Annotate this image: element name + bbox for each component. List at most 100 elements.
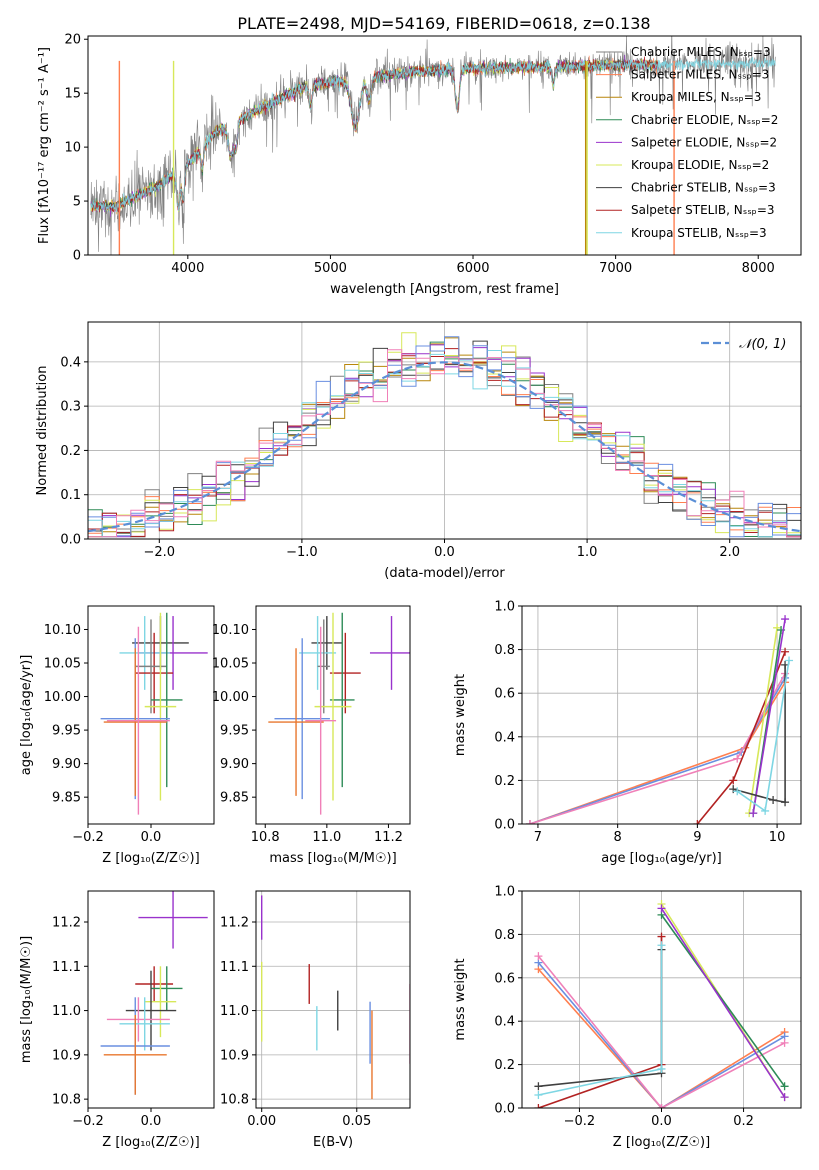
weight-marker-extra_pink xyxy=(534,952,543,961)
spectrum-series-kroupa_stelib xyxy=(90,56,776,213)
weight-marker-salpeter_stelib xyxy=(693,820,702,824)
panel-mass_vs_Z: −0.2 0.0 10.8 10.9 11.0 11.1 11.2 Z [log₁₀(Z/Z☉… xyxy=(19,890,215,1150)
weight-marker-extra_pink xyxy=(733,754,742,763)
weight-marker-extra_pink xyxy=(525,820,534,824)
legend-label-kroupa_miles: Kroupa MILES, Nₛₛₚ=3 xyxy=(631,90,761,104)
x-tick-label: 11.2 xyxy=(374,830,403,845)
y-tick-label: 0.0 xyxy=(60,533,81,548)
x-axis-label: Z [log₁₀(Z/Z☉)] xyxy=(102,1135,199,1150)
x-axis-label: wavelength [Angstrom, rest frame] xyxy=(330,282,559,297)
weight-line-salpeter_miles xyxy=(529,681,786,824)
y-tick-label: 10.8 xyxy=(220,1093,249,1108)
legend-label-gaussian: 𝒩(0, 1) xyxy=(739,337,786,352)
x-tick-label: −1.0 xyxy=(286,545,318,560)
y-axis-label: mass weight xyxy=(453,674,468,756)
y-tick-label: 10 xyxy=(64,141,81,156)
panel-age_vs_mass: 10.8 11.0 11.2 9.85 9.90 9.95 10.00 10.05 10.10 m… xyxy=(212,605,411,866)
legend-label-salpeter_elodie: Salpeter ELODIE, Nₛₛₚ=2 xyxy=(631,135,777,149)
y-axis-label: Flux [fλ10⁻¹⁷ erg cm⁻² s⁻¹ A⁻¹] xyxy=(37,47,52,244)
plot-area-spectrum xyxy=(90,36,776,255)
x-tick-label: 8000 xyxy=(742,261,775,276)
figure-title: PLATE=2498, MJD=54169, FIBERID=0618, z=0… xyxy=(237,14,650,33)
weight-line-extra_blue xyxy=(529,677,786,824)
weight-line-salpeter_elodie xyxy=(752,618,786,814)
y-tick-label: 11.2 xyxy=(220,916,249,931)
x-tick-label: 10 xyxy=(769,830,786,845)
y-tick-label: 0.1 xyxy=(60,488,81,503)
legend-label-chabrier_miles: Chabrier MILES, Nₛₛₚ=3 xyxy=(631,45,771,59)
y-tick-label: 0.4 xyxy=(494,1015,515,1030)
weight-marker-extra_pink xyxy=(657,1104,666,1108)
y-axis-label: Normed distribution xyxy=(35,366,50,496)
y-tick-label: 11.1 xyxy=(220,960,249,975)
axes-frame xyxy=(87,35,802,256)
y-tick-label: 0.4 xyxy=(60,355,81,370)
y-tick-label: 0.2 xyxy=(494,774,515,789)
histogram-salpeter_stelib xyxy=(88,348,801,538)
plot-area-weight_vs_age xyxy=(525,615,794,824)
y-tick-label: 1.0 xyxy=(494,600,515,615)
legend-label-kroupa_stelib: Kroupa STELIB, Nₛₛₚ=3 xyxy=(631,226,767,240)
x-tick-label: 0.0 xyxy=(141,1114,162,1129)
histogram-extra_blue xyxy=(88,336,801,538)
x-tick-label: 0.0 xyxy=(141,830,162,845)
weight-marker-extra_pink xyxy=(780,1038,789,1047)
y-tick-label: 9.90 xyxy=(52,757,81,772)
y-axis-label: mass [log₁₀(M/M☉)] xyxy=(19,936,34,1063)
x-tick-label: 9 xyxy=(693,830,701,845)
panel-residuals: −2.0 −1.0 0.0 1.0 2.0 0.0 0.1 0.2 0.3 0.4 (data-mo… xyxy=(35,321,802,581)
weight-marker-chabrier_stelib xyxy=(781,798,790,807)
plot-area-weight_vs_Z xyxy=(534,900,789,1108)
legend-label-salpeter_stelib: Salpeter STELIB, Nₛₛₚ=3 xyxy=(631,203,775,217)
y-tick-label: 10.00 xyxy=(212,690,249,705)
y-tick-label: 0.4 xyxy=(494,730,515,745)
y-tick-label: 10.05 xyxy=(44,657,81,672)
x-tick-label: 1.0 xyxy=(577,545,598,560)
weight-marker-kroupa_stelib xyxy=(534,1090,543,1099)
panel-age_vs_Z: −0.2 0.0 9.85 9.90 9.95 10.00 10.05 10.10 Z [log… xyxy=(19,605,215,866)
panel-mass_vs_ebv: 0.00 0.05 10.8 10.9 11.0 11.1 11.2 E(B-V) xyxy=(220,890,411,1150)
panel-weight_vs_age: 7 8 9 10 0.0 0.2 0.4 0.6 0.8 1.0 age [log₁₀(age/yr… xyxy=(453,600,802,866)
x-tick-label: 0.05 xyxy=(342,1114,371,1129)
x-tick-label: −0.2 xyxy=(72,1114,104,1129)
weight-line-salpeter_miles xyxy=(537,968,786,1108)
y-tick-label: 5 xyxy=(73,195,81,210)
x-tick-label: −2.0 xyxy=(144,545,176,560)
x-tick-label: 11.0 xyxy=(312,830,341,845)
weight-line-kroupa_elodie xyxy=(748,627,778,814)
x-tick-label: 4000 xyxy=(171,261,204,276)
legend-label-salpeter_miles: Salpeter MILES, Nₛₛₚ=3 xyxy=(631,68,769,82)
x-tick-label: −0.2 xyxy=(564,1114,596,1129)
plot-area-mass_vs_ebv xyxy=(261,895,410,1100)
panel-weight_vs_Z: −0.2 0.0 0.2 0.0 0.2 0.4 0.6 0.8 1.0 Z [log₁₀(Z/Z… xyxy=(453,885,802,1150)
weight-marker-kroupa_stelib xyxy=(785,656,794,665)
weight-line-chabrier_stelib xyxy=(732,664,786,804)
y-tick-label: 10.9 xyxy=(220,1048,249,1063)
weight-marker-salpeter_elodie xyxy=(780,1093,789,1102)
x-axis-label: Z [log₁₀(Z/Z☉)] xyxy=(102,851,199,866)
y-tick-label: 0.6 xyxy=(494,971,515,986)
weight-line-extra_blue xyxy=(537,962,786,1108)
weight-line-salpeter_stelib xyxy=(696,651,786,824)
y-tick-label: 10.00 xyxy=(44,690,81,705)
gaussian-curve xyxy=(88,361,801,533)
y-tick-label: 9.90 xyxy=(220,757,249,772)
weight-marker-chabrier_stelib xyxy=(769,796,778,805)
y-tick-label: 1.0 xyxy=(494,885,515,900)
weight-line-extra_pink xyxy=(537,955,785,1108)
y-tick-label: 0.8 xyxy=(494,643,515,658)
y-axis-label: mass weight xyxy=(453,958,468,1040)
plot-area-mass_vs_Z xyxy=(100,891,208,1095)
plot-area-age_vs_mass xyxy=(268,612,410,815)
y-tick-label: 0.2 xyxy=(494,1058,515,1073)
weight-line-salpeter_elodie xyxy=(660,907,786,1098)
x-tick-label: 10.8 xyxy=(251,830,280,845)
y-tick-label: 0.0 xyxy=(494,1102,515,1117)
y-tick-label: 0.6 xyxy=(494,687,515,702)
y-tick-label: 11.0 xyxy=(52,1004,81,1019)
y-tick-label: 9.85 xyxy=(220,791,249,806)
weight-line-chabrier_stelib xyxy=(538,949,663,1088)
y-tick-label: 11.2 xyxy=(52,916,81,931)
weight-marker-kroupa_stelib xyxy=(657,1064,666,1073)
axes-frame xyxy=(521,605,802,825)
